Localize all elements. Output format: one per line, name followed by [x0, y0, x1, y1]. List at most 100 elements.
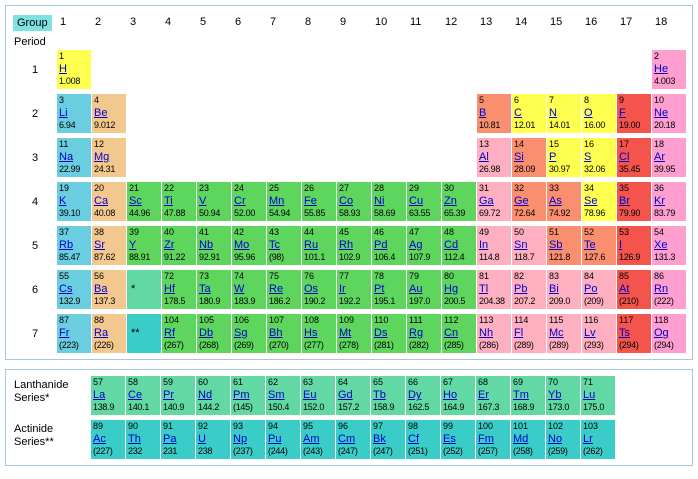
element-link-Yb[interactable]: Yb	[548, 389, 562, 401]
element-link-Ac[interactable]: Ac	[93, 433, 106, 445]
element-link-Fl[interactable]: Fl	[514, 327, 524, 339]
element-link-Bh[interactable]: Bh	[269, 327, 283, 339]
element-link-Rf[interactable]: Rf	[164, 327, 175, 339]
element-link-Cu[interactable]: Cu	[409, 195, 424, 207]
element-link-Cf[interactable]: Cf	[408, 433, 419, 445]
element-link-I[interactable]: I	[619, 239, 623, 251]
element-link-Te[interactable]: Te	[584, 239, 596, 251]
element-link-He[interactable]: He	[654, 63, 669, 75]
element-link-Li[interactable]: Li	[59, 107, 68, 119]
element-link-Sb[interactable]: Sb	[549, 239, 563, 251]
element-link-Rh[interactable]: Rh	[339, 239, 354, 251]
element-link-F[interactable]: F	[619, 107, 626, 119]
element-link-Tl[interactable]: Tl	[479, 283, 489, 295]
element-link-Ir[interactable]: Ir	[339, 283, 346, 295]
element-link-Nb[interactable]: Nb	[199, 239, 214, 251]
element-link-Mo[interactable]: Mo	[234, 239, 250, 251]
element-link-Co[interactable]: Co	[339, 195, 354, 207]
element-link-Cs[interactable]: Cs	[59, 283, 73, 295]
element-link-Ne[interactable]: Ne	[654, 107, 669, 119]
element-link-Ce[interactable]: Ce	[128, 389, 143, 401]
element-link-Ho[interactable]: Ho	[443, 389, 458, 401]
element-link-Po[interactable]: Po	[584, 283, 598, 295]
element-link-Og[interactable]: Og	[654, 327, 669, 339]
element-link-Ra[interactable]: Ra	[94, 327, 109, 339]
element-link-As[interactable]: As	[549, 195, 562, 207]
element-link-Ta[interactable]: Ta	[199, 283, 211, 295]
element-link-Sc[interactable]: Sc	[129, 195, 142, 207]
element-link-Pt[interactable]: Pt	[374, 283, 385, 295]
element-link-Ca[interactable]: Ca	[94, 195, 109, 207]
element-link-C[interactable]: C	[514, 107, 522, 119]
element-link-B[interactable]: B	[479, 107, 487, 119]
element-link-Os[interactable]: Os	[304, 283, 319, 295]
element-link-Y[interactable]: Y	[129, 239, 137, 251]
element-link-No[interactable]: No	[548, 433, 563, 445]
element-link-Ds[interactable]: Ds	[374, 327, 388, 339]
element-link-Pa[interactable]: Pa	[163, 433, 177, 445]
element-link-Hf[interactable]: Hf	[164, 283, 175, 295]
element-link-Hg[interactable]: Hg	[444, 283, 459, 295]
element-link-Na[interactable]: Na	[59, 151, 74, 163]
element-link-Au[interactable]: Au	[409, 283, 423, 295]
element-link-Ge[interactable]: Ge	[514, 195, 529, 207]
element-link-At[interactable]: At	[619, 283, 630, 295]
element-link-Ni[interactable]: Ni	[374, 195, 385, 207]
element-link-Bk[interactable]: Bk	[373, 433, 386, 445]
element-link-Cr[interactable]: Cr	[234, 195, 246, 207]
element-link-Tm[interactable]: Tm	[513, 389, 529, 401]
element-link-V[interactable]: V	[199, 195, 207, 207]
element-link-Be[interactable]: Be	[94, 107, 108, 119]
element-link-Lr[interactable]: Lr	[583, 433, 593, 445]
element-link-In[interactable]: In	[479, 239, 489, 251]
element-link-Ar[interactable]: Ar	[654, 151, 665, 163]
element-link-Bi[interactable]: Bi	[549, 283, 559, 295]
element-link-Pd[interactable]: Pd	[374, 239, 388, 251]
element-link-Mt[interactable]: Mt	[339, 327, 352, 339]
element-link-Mn[interactable]: Mn	[269, 195, 285, 207]
element-link-Zn[interactable]: Zn	[444, 195, 457, 207]
element-link-Md[interactable]: Md	[513, 433, 529, 445]
element-link-Cl[interactable]: Cl	[619, 151, 630, 163]
element-link-U[interactable]: U	[198, 433, 206, 445]
element-link-Db[interactable]: Db	[199, 327, 214, 339]
element-link-Tc[interactable]: Tc	[269, 239, 280, 251]
element-link-Pu[interactable]: Pu	[268, 433, 282, 445]
element-link-Pb[interactable]: Pb	[514, 283, 528, 295]
element-link-K[interactable]: K	[59, 195, 67, 207]
element-link-Fm[interactable]: Fm	[478, 433, 494, 445]
element-link-Gd[interactable]: Gd	[338, 389, 353, 401]
element-link-Dy[interactable]: Dy	[408, 389, 422, 401]
element-link-Hs[interactable]: Hs	[304, 327, 318, 339]
element-link-Sm[interactable]: Sm	[268, 389, 285, 401]
element-link-Ag[interactable]: Ag	[409, 239, 423, 251]
element-link-Xe[interactable]: Xe	[654, 239, 668, 251]
element-link-Pm[interactable]: Pm	[233, 389, 250, 401]
element-link-Ru[interactable]: Ru	[304, 239, 319, 251]
element-link-Ba[interactable]: Ba	[94, 283, 108, 295]
element-link-Am[interactable]: Am	[303, 433, 320, 445]
element-link-Pr[interactable]: Pr	[163, 389, 174, 401]
element-link-Cm[interactable]: Cm	[338, 433, 356, 445]
element-link-Es[interactable]: Es	[443, 433, 456, 445]
element-link-Cd[interactable]: Cd	[444, 239, 459, 251]
element-link-Se[interactable]: Se	[584, 195, 598, 207]
element-link-Fr[interactable]: Fr	[59, 327, 70, 339]
element-link-Re[interactable]: Re	[269, 283, 284, 295]
element-link-Mc[interactable]: Mc	[549, 327, 564, 339]
element-link-Sg[interactable]: Sg	[234, 327, 248, 339]
element-link-Al[interactable]: Al	[479, 151, 489, 163]
element-link-Cn[interactable]: Cn	[444, 327, 459, 339]
element-link-Ti[interactable]: Ti	[164, 195, 173, 207]
element-link-Lv[interactable]: Lv	[584, 327, 596, 339]
element-link-H[interactable]: H	[59, 63, 67, 75]
element-link-Br[interactable]: Br	[619, 195, 630, 207]
element-link-Sr[interactable]: Sr	[94, 239, 105, 251]
element-link-Th[interactable]: Th	[128, 433, 141, 445]
element-link-Sn[interactable]: Sn	[514, 239, 528, 251]
element-link-Ga[interactable]: Ga	[479, 195, 494, 207]
element-link-Nh[interactable]: Nh	[479, 327, 494, 339]
element-link-N[interactable]: N	[549, 107, 557, 119]
element-link-Rb[interactable]: Rb	[59, 239, 74, 251]
element-link-Ts[interactable]: Ts	[619, 327, 630, 339]
